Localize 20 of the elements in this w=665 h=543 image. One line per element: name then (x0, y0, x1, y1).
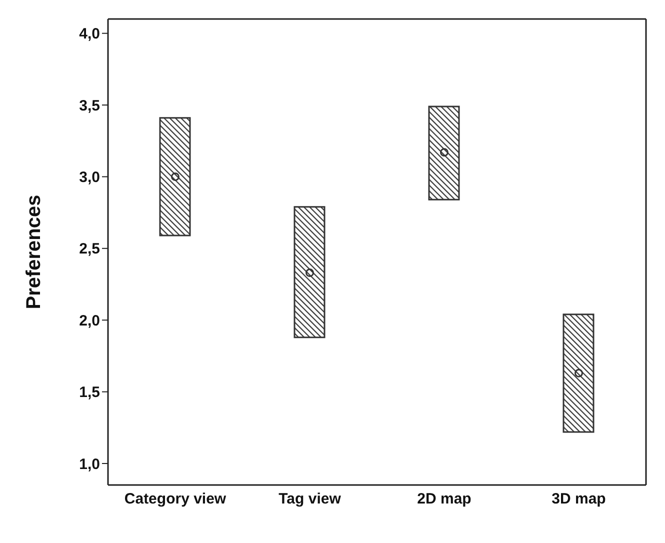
y-tick-label: 2,0 (79, 312, 100, 330)
y-tick-label: 1,0 (79, 456, 100, 473)
bar (159, 117, 191, 236)
y-tick-label: 3,5 (79, 97, 100, 114)
y-tick-label: 4,0 (79, 26, 100, 43)
x-tick-label: Tag view (278, 490, 342, 508)
point (171, 172, 180, 181)
y-axis-title: Preferences (23, 194, 46, 310)
bar (562, 314, 594, 433)
bar (294, 206, 326, 338)
x-tick-label: Category view (124, 490, 226, 508)
point (574, 368, 583, 378)
point (440, 148, 448, 157)
x-tick-label: 2D map (417, 490, 472, 508)
y-tick-label: 1,5 (79, 384, 100, 402)
y-tick-label: 3,0 (79, 169, 100, 186)
x-tick-label: 3D map (552, 490, 606, 508)
point (306, 268, 314, 278)
bar (428, 106, 460, 200)
y-tick-label: 2,5 (79, 240, 100, 258)
